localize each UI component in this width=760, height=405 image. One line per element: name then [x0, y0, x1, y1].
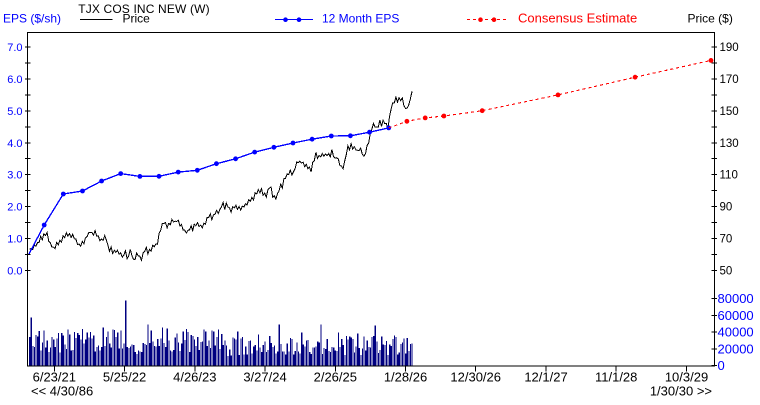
svg-text:1/30/30 >>: 1/30/30 >>: [650, 384, 712, 399]
svg-text:5.0: 5.0: [7, 106, 22, 118]
svg-text:150: 150: [720, 106, 739, 118]
svg-text:0.0: 0.0: [7, 266, 22, 278]
svg-text:90: 90: [720, 202, 733, 214]
svg-text:110: 110: [720, 170, 738, 182]
svg-text:60000: 60000: [718, 308, 754, 323]
svg-text:50: 50: [720, 266, 733, 278]
svg-text:3.0: 3.0: [7, 170, 22, 182]
svg-text:6.0: 6.0: [7, 74, 22, 86]
svg-text:Price ($): Price ($): [688, 12, 733, 26]
svg-text:130: 130: [720, 138, 739, 150]
svg-text:170: 170: [720, 74, 739, 86]
svg-text:0: 0: [718, 358, 725, 373]
svg-text:7.0: 7.0: [7, 42, 22, 54]
svg-text:Price: Price: [123, 12, 151, 26]
svg-text:5/25/22: 5/25/22: [103, 370, 146, 385]
svg-text:2/26/25: 2/26/25: [314, 370, 357, 385]
svg-text:11/1/28: 11/1/28: [595, 370, 637, 385]
svg-text:2.0: 2.0: [7, 202, 22, 214]
svg-text:<< 4/30/86: << 4/30/86: [31, 384, 93, 399]
svg-text:70: 70: [720, 234, 733, 246]
svg-text:1.0: 1.0: [7, 234, 22, 246]
svg-text:12/30/26: 12/30/26: [450, 370, 501, 385]
svg-text:6/23/21: 6/23/21: [33, 370, 76, 385]
svg-text:12/1/27: 12/1/27: [524, 370, 567, 385]
svg-text:40000: 40000: [718, 325, 754, 340]
svg-text:10/3/29: 10/3/29: [665, 370, 708, 385]
svg-text:EPS ($/sh): EPS ($/sh): [3, 12, 61, 26]
svg-text:80000: 80000: [718, 291, 754, 306]
svg-text:190: 190: [720, 42, 739, 54]
svg-text:TJX COS INC NEW (W): TJX COS INC NEW (W): [78, 2, 210, 16]
svg-text:12 Month EPS: 12 Month EPS: [322, 12, 399, 26]
svg-text:4.0: 4.0: [7, 138, 22, 150]
svg-text:3/27/24: 3/27/24: [243, 370, 286, 385]
svg-text:Consensus Estimate: Consensus Estimate: [518, 11, 637, 26]
svg-text:1/28/26: 1/28/26: [384, 370, 427, 385]
svg-text:4/26/23: 4/26/23: [173, 370, 216, 385]
svg-text:20000: 20000: [718, 341, 754, 356]
